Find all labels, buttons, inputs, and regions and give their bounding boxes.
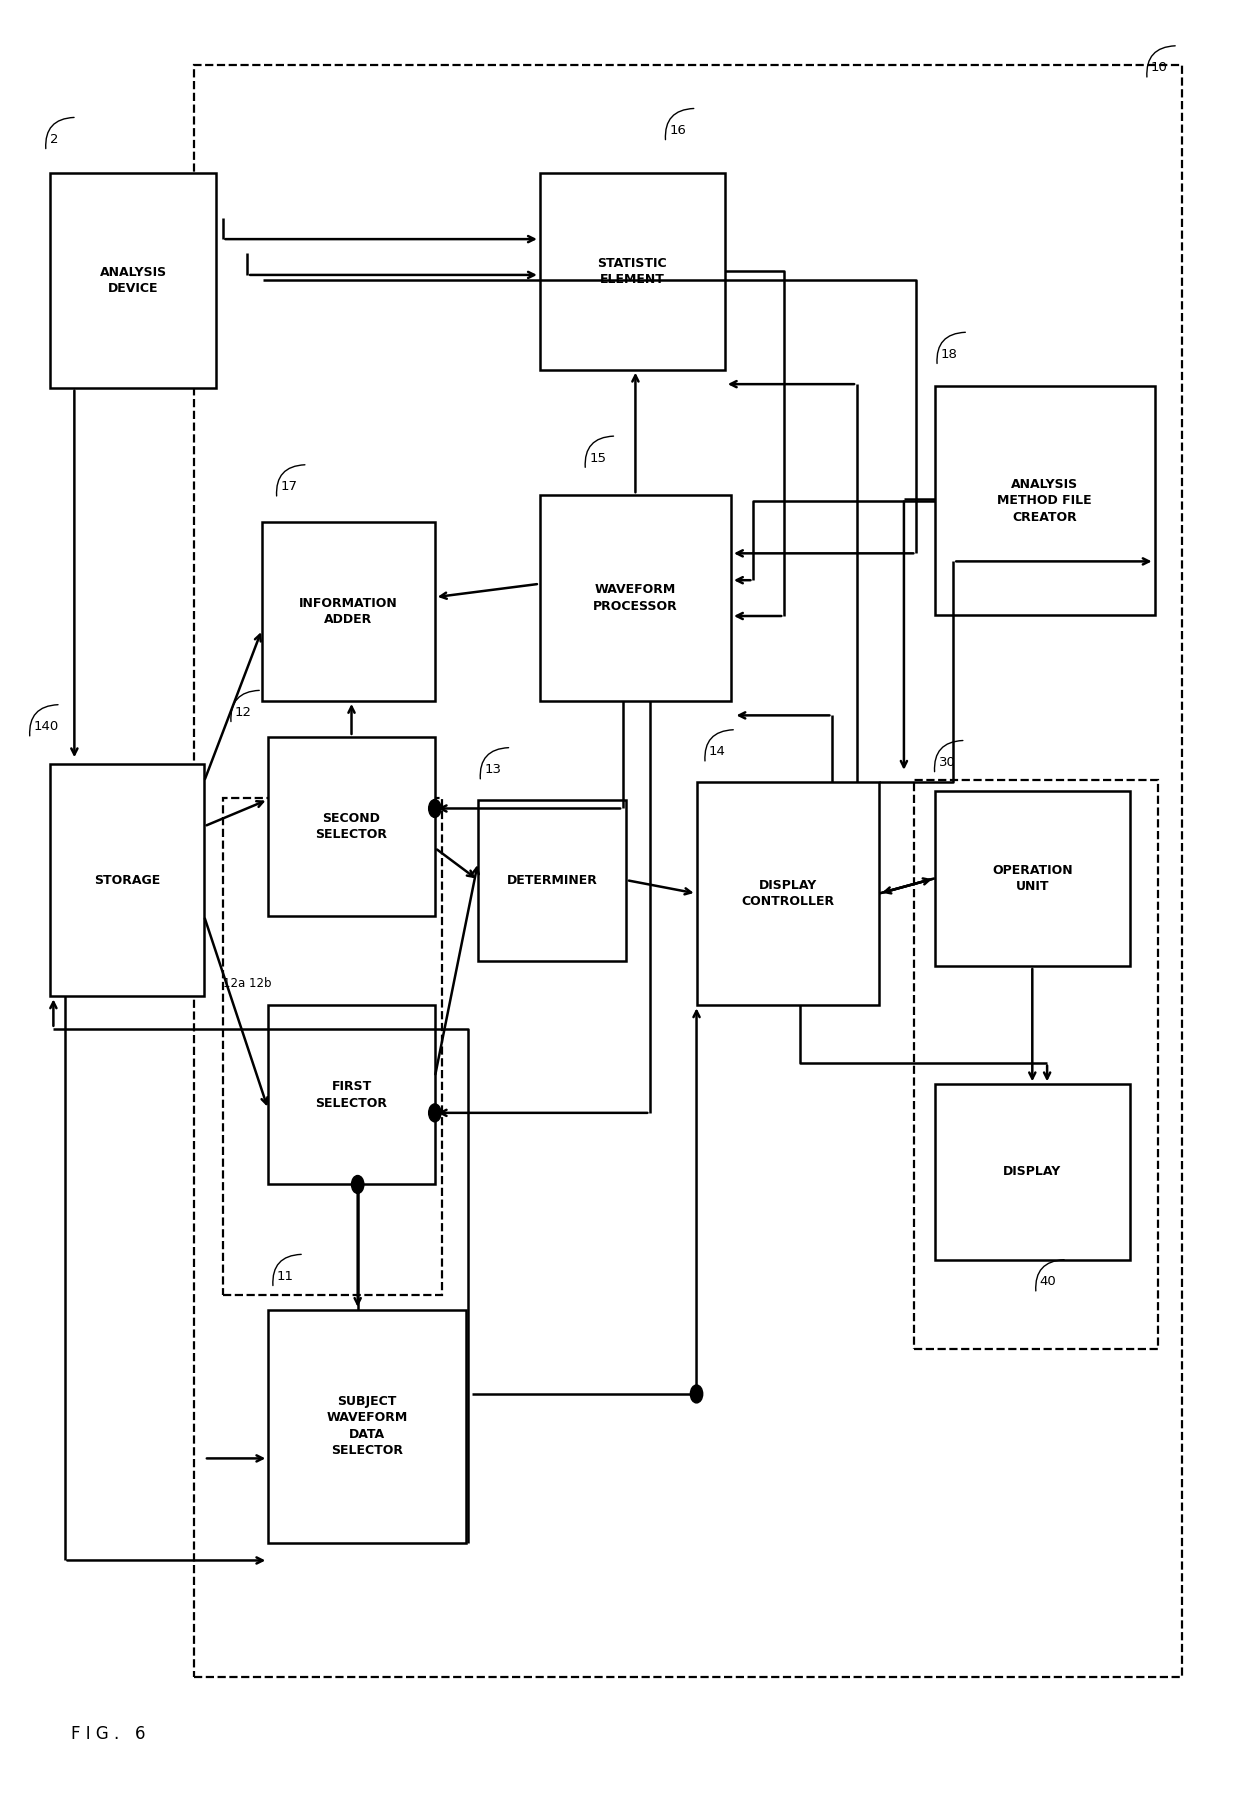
Text: SUBJECT
WAVEFORM
DATA
SELECTOR: SUBJECT WAVEFORM DATA SELECTOR bbox=[326, 1395, 408, 1457]
Text: 12a 12b: 12a 12b bbox=[223, 977, 272, 990]
Bar bbox=[935, 1085, 1130, 1259]
Text: SECOND
SELECTOR: SECOND SELECTOR bbox=[315, 812, 388, 841]
Text: 40: 40 bbox=[1039, 1275, 1056, 1288]
Bar bbox=[935, 386, 1154, 614]
Text: 12: 12 bbox=[234, 706, 252, 718]
Bar bbox=[222, 797, 443, 1295]
Bar bbox=[935, 790, 1130, 966]
Circle shape bbox=[351, 1176, 363, 1193]
Circle shape bbox=[429, 1105, 441, 1122]
Bar bbox=[268, 1006, 435, 1185]
Text: 14: 14 bbox=[709, 745, 725, 758]
Bar bbox=[539, 172, 725, 370]
Bar bbox=[914, 779, 1158, 1349]
Bar bbox=[539, 496, 732, 700]
Bar bbox=[50, 172, 216, 388]
Text: 11: 11 bbox=[277, 1270, 294, 1282]
Text: F I G .   6: F I G . 6 bbox=[71, 1726, 145, 1744]
Bar bbox=[479, 799, 626, 961]
Text: 13: 13 bbox=[484, 763, 501, 776]
Bar bbox=[268, 736, 435, 916]
Text: DETERMINER: DETERMINER bbox=[507, 873, 598, 887]
Text: 10: 10 bbox=[1151, 61, 1168, 74]
Text: STORAGE: STORAGE bbox=[94, 873, 160, 887]
Text: 16: 16 bbox=[670, 124, 686, 136]
Text: DISPLAY
CONTROLLER: DISPLAY CONTROLLER bbox=[742, 878, 835, 909]
Text: 15: 15 bbox=[589, 453, 606, 465]
Circle shape bbox=[429, 799, 441, 817]
Text: STATISTIC
ELEMENT: STATISTIC ELEMENT bbox=[598, 257, 667, 286]
Bar bbox=[697, 781, 879, 1006]
Circle shape bbox=[691, 1385, 703, 1403]
Text: 30: 30 bbox=[939, 756, 955, 769]
Text: 140: 140 bbox=[33, 720, 58, 733]
Text: DISPLAY: DISPLAY bbox=[1003, 1166, 1061, 1178]
Bar bbox=[268, 1309, 466, 1543]
Bar bbox=[262, 523, 435, 700]
Text: 2: 2 bbox=[50, 133, 58, 145]
Text: ANALYSIS
DEVICE: ANALYSIS DEVICE bbox=[99, 266, 166, 295]
Text: FIRST
SELECTOR: FIRST SELECTOR bbox=[315, 1079, 388, 1110]
Text: WAVEFORM
PROCESSOR: WAVEFORM PROCESSOR bbox=[593, 584, 678, 612]
Text: ANALYSIS
METHOD FILE
CREATOR: ANALYSIS METHOD FILE CREATOR bbox=[997, 478, 1092, 523]
Bar bbox=[195, 65, 1182, 1677]
Text: INFORMATION
ADDER: INFORMATION ADDER bbox=[299, 596, 398, 627]
Text: 18: 18 bbox=[941, 348, 957, 361]
Bar bbox=[50, 763, 205, 997]
Text: 17: 17 bbox=[280, 480, 298, 494]
Text: OPERATION
UNIT: OPERATION UNIT bbox=[992, 864, 1073, 893]
